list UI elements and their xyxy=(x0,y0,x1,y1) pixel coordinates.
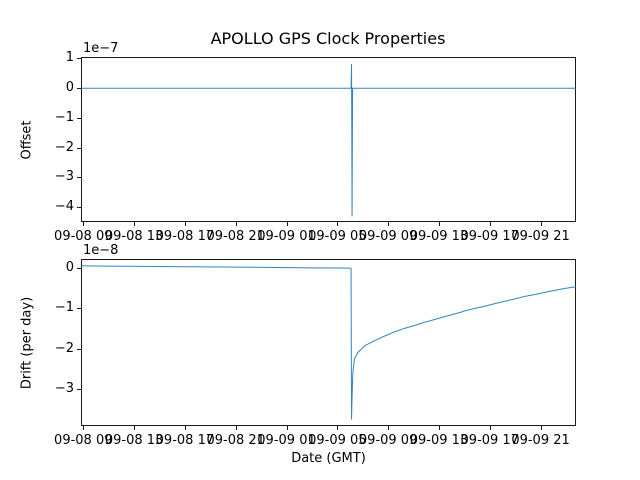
offset-series-line xyxy=(81,63,576,217)
drift-series-line xyxy=(80,265,577,420)
x-tick-label: 09-08 17 xyxy=(155,433,215,448)
x-tick-label: 09-09 21 xyxy=(511,433,570,448)
axis-scale-offset-text: 1e−8 xyxy=(83,243,119,258)
y-tick-label: −1 xyxy=(54,300,74,316)
y-tick-label: −3 xyxy=(54,380,74,396)
x-tick-label: 09-08 17 xyxy=(155,229,215,244)
x-tick-label: 09-08 09 xyxy=(54,433,113,448)
axes-border xyxy=(81,259,576,426)
x-tick-label: 09-08 13 xyxy=(104,229,164,244)
x-tick-label: 09-09 17 xyxy=(460,229,519,244)
x-tick-label: 09-09 21 xyxy=(511,229,570,244)
axes-border xyxy=(81,57,576,222)
x-tick-label: 09-09 01 xyxy=(257,433,316,448)
chart-title: APOLLO GPS Clock Properties xyxy=(210,29,446,48)
x-tick-label: 09-09 13 xyxy=(409,229,469,244)
y-axis-label: Drift (per day) xyxy=(19,296,35,389)
x-tick-label: 09-09 13 xyxy=(409,433,469,448)
x-tick-label: 09-09 17 xyxy=(460,433,519,448)
y-tick-label: 1 xyxy=(65,50,74,66)
x-tick-label: 09-09 05 xyxy=(308,433,367,448)
y-tick-label: −2 xyxy=(54,139,74,155)
y-tick-label: −4 xyxy=(54,199,74,215)
x-tick-label: 09-08 21 xyxy=(206,433,265,448)
x-tick-label: 09-09 09 xyxy=(358,229,418,244)
x-axis-label: Date (GMT) xyxy=(291,451,366,466)
x-tick-label: 09-09 09 xyxy=(358,433,418,448)
x-tick-label: 09-08 21 xyxy=(206,229,265,244)
y-tick-label: 0 xyxy=(65,260,74,276)
y-tick-label: −2 xyxy=(54,340,74,356)
y-tick-label: −3 xyxy=(54,169,74,185)
x-tick-label: 09-08 13 xyxy=(104,433,164,448)
y-tick-label: 0 xyxy=(65,80,74,96)
x-tick-label: 09-09 05 xyxy=(308,229,367,244)
x-tick-label: 09-09 01 xyxy=(257,229,316,244)
axis-scale-offset-text: 1e−7 xyxy=(83,41,119,56)
y-axis-label: Offset xyxy=(19,119,35,160)
y-tick-label: −1 xyxy=(54,109,74,125)
x-tick-label: 09-08 09 xyxy=(54,229,113,244)
